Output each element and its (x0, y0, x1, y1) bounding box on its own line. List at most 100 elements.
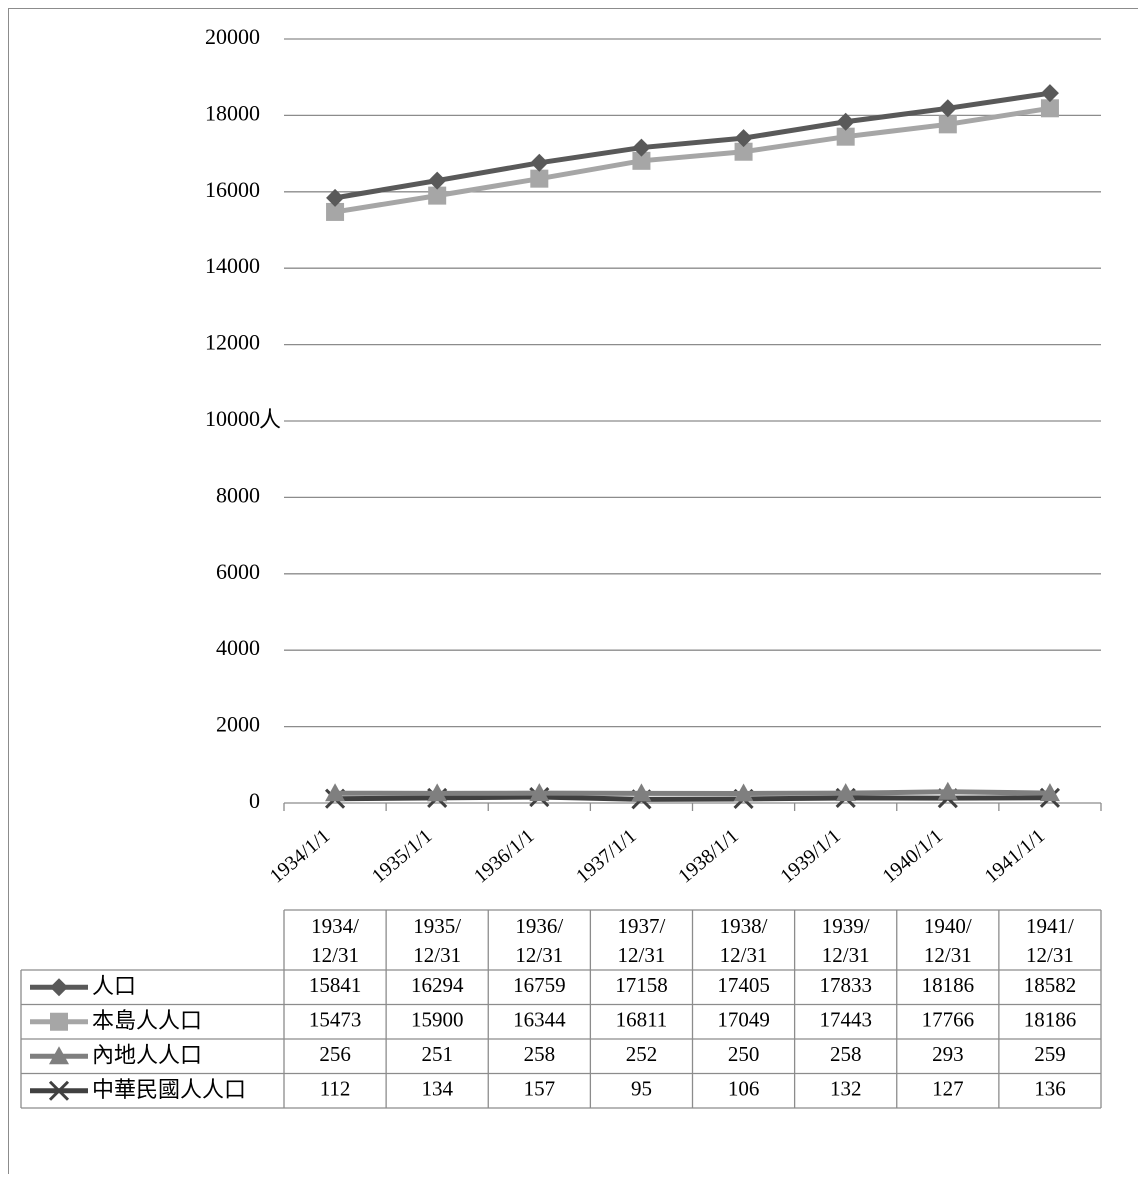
y-tick-label: 16000 (205, 177, 260, 202)
table-header-cell: 1937/ (618, 914, 666, 938)
series-lines (325, 84, 1060, 810)
table-header-cell: 12/31 (618, 943, 666, 967)
table-value-cell: 16344 (513, 1008, 566, 1032)
table-value-cell: 106 (728, 1077, 760, 1101)
y-tick-label: 2000 (216, 712, 260, 737)
table-value-cell: 136 (1034, 1077, 1066, 1101)
data-point (937, 781, 958, 800)
table-value-cell: 293 (932, 1042, 964, 1066)
data-point (836, 127, 855, 146)
table-value-cell: 134 (421, 1077, 453, 1101)
table-value-cell: 95 (631, 1077, 652, 1101)
data-point (632, 151, 651, 170)
data-point (734, 142, 753, 161)
data-point (836, 112, 855, 131)
series-line (334, 105, 1051, 215)
table-header-cell: 1941/ (1026, 914, 1074, 938)
table-value-cell: 252 (626, 1042, 658, 1066)
y-tick-label: 10000 (205, 406, 260, 431)
table-value-cell: 112 (320, 1077, 351, 1101)
legend-marker (49, 1046, 69, 1065)
y-tick-label: 12000 (205, 330, 260, 355)
data-point (733, 783, 754, 802)
table-value-cell: 17405 (717, 973, 770, 997)
data-point (734, 129, 753, 148)
x-tick-label: 1935/1/1 (368, 825, 437, 888)
table-header-cell: 12/31 (720, 943, 768, 967)
x-tick-label: 1939/1/1 (776, 825, 845, 888)
table-value-cell: 15841 (309, 973, 362, 997)
data-point (631, 783, 652, 802)
grid-lines (283, 38, 1102, 811)
table-value-cell: 157 (524, 1077, 556, 1101)
legend-label: 本島人人口 (92, 1009, 202, 1034)
chart-frame (8, 8, 1138, 1174)
y-axis-ticks: 0 2000 4000 6000 8000 10000 12000 14000 16000 180… (205, 24, 260, 813)
x-tick-label: 1940/1/1 (878, 825, 947, 888)
table-value-cell: 15473 (309, 1008, 362, 1032)
data-point (428, 186, 447, 205)
y-tick-label: 6000 (216, 559, 260, 584)
table-value-cell: 258 (524, 1042, 556, 1066)
table-value-cell: 127 (932, 1077, 964, 1101)
table-header-cell: 12/31 (413, 943, 461, 967)
x-tick-label: 1936/1/1 (470, 825, 539, 888)
table-header-cell: 12/31 (1026, 943, 1074, 967)
data-point (326, 188, 345, 207)
table-value-cell: 251 (421, 1042, 453, 1066)
table-value-cell: 16294 (411, 973, 464, 997)
table-header-cell: 12/31 (515, 943, 563, 967)
y-tick-label: 4000 (216, 635, 260, 660)
table-value-cell: 18186 (1024, 1008, 1077, 1032)
legend-marker (50, 1012, 68, 1031)
table-value-cell: 16811 (616, 1008, 668, 1032)
table-value-cell: 256 (319, 1042, 351, 1066)
table-value-cell: 258 (830, 1042, 862, 1066)
legend-marker (48, 1080, 70, 1101)
data-point (938, 99, 957, 118)
data-point (1040, 84, 1059, 103)
table-value-cell: 132 (830, 1077, 862, 1101)
data-point (530, 153, 549, 172)
table-value-cell: 18582 (1024, 973, 1077, 997)
table-value-cell: 15900 (411, 1008, 464, 1032)
legend-marker (50, 978, 68, 997)
data-point (530, 169, 549, 188)
y-tick-label: 18000 (205, 100, 260, 125)
y-tick-label: 20000 (205, 24, 260, 49)
data-point (835, 783, 856, 802)
y-tick-label: 14000 (205, 253, 260, 278)
table-value-cell: 17158 (615, 973, 668, 997)
data-point (428, 171, 447, 190)
series-line (335, 794, 1050, 802)
table-header-cell: 12/31 (311, 943, 359, 967)
table-header-cell: 1938/ (720, 914, 768, 938)
x-tick-label: 1941/1/1 (981, 825, 1050, 888)
table-header-cell: 1939/ (822, 914, 870, 938)
data-table: 1934/12/31 1935/12/31 1936/12/31 1937/12/31… (20, 909, 1102, 1109)
table-header-cell: 1935/ (413, 914, 461, 938)
legend-label: 中華民國人人口 (92, 1078, 246, 1103)
series-line (335, 789, 1050, 796)
table-value-cell: 250 (728, 1042, 760, 1066)
table-header-cell: 1940/ (924, 914, 972, 938)
series-line (334, 90, 1051, 201)
data-point (1039, 783, 1060, 802)
table-header-cell: 1934/ (311, 914, 359, 938)
table-value-cell: 17766 (922, 1008, 975, 1032)
table-value-cell: 16759 (513, 973, 566, 997)
x-tick-label: 1938/1/1 (674, 825, 743, 888)
table-value-cell: 17049 (717, 1008, 770, 1032)
x-tick-label: 1937/1/1 (572, 825, 641, 888)
x-tick-label: 1934/1/1 (266, 825, 335, 888)
data-point (427, 783, 448, 802)
legend-label: 人口 (92, 974, 136, 999)
table-header-cell: 12/31 (924, 943, 972, 967)
data-point (325, 783, 346, 802)
table-header-cell: 12/31 (822, 943, 870, 967)
data-point (326, 202, 345, 221)
data-point (1040, 99, 1059, 118)
legend-label: 內地人人口 (92, 1043, 202, 1068)
table-value-cell: 18186 (922, 973, 975, 997)
